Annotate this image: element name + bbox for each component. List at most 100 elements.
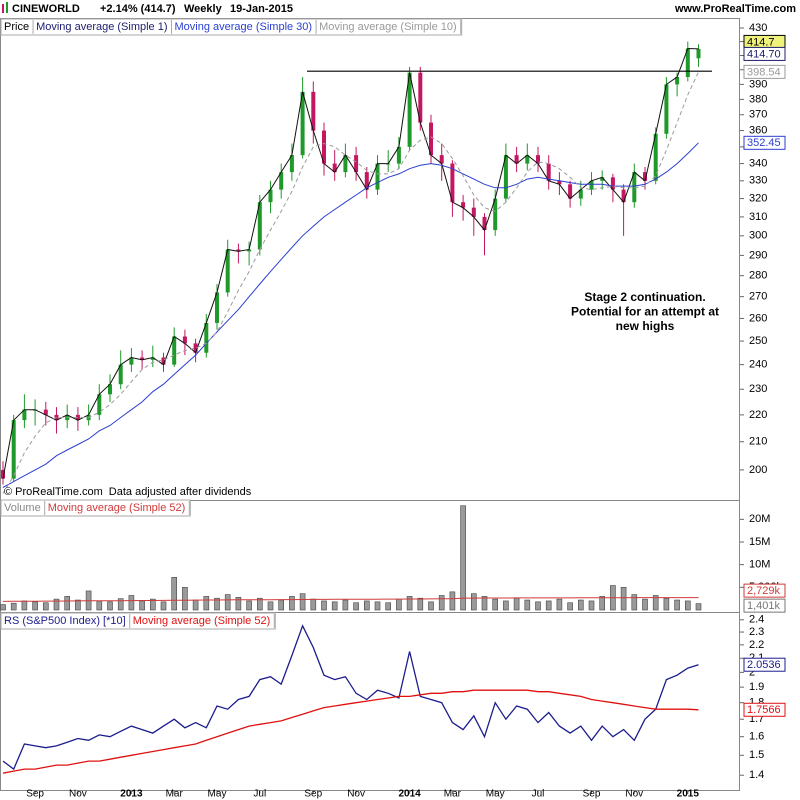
candle-body bbox=[364, 172, 369, 190]
series-line bbox=[2, 142, 699, 488]
volume-bar bbox=[428, 601, 434, 611]
volume-bar bbox=[182, 587, 188, 611]
legend-item: Moving average (Simple 1) bbox=[36, 21, 167, 33]
candle-body bbox=[471, 207, 476, 217]
candle-body bbox=[193, 343, 198, 353]
value-tag-label: 2.0536 bbox=[747, 659, 781, 671]
candle-body bbox=[289, 155, 294, 173]
candle-body bbox=[140, 357, 145, 360]
candle-body bbox=[161, 357, 166, 365]
candle-body bbox=[236, 249, 241, 252]
candle-body bbox=[685, 48, 690, 78]
value-tag-label: 352.45 bbox=[747, 137, 781, 149]
volume-bar bbox=[460, 505, 466, 611]
value-tag bbox=[743, 46, 786, 61]
candle-body bbox=[279, 172, 284, 190]
period: Weekly bbox=[184, 3, 223, 15]
value-tag-label: 414.70 bbox=[747, 48, 781, 60]
volume-bar bbox=[42, 602, 49, 611]
volume-bar bbox=[160, 601, 167, 611]
volume-bar bbox=[652, 595, 659, 611]
volume-bar bbox=[631, 594, 638, 611]
legend-item: Volume bbox=[4, 502, 41, 514]
volume-bar bbox=[246, 600, 252, 611]
volume-bar bbox=[556, 598, 563, 611]
footer-note: © ProRealTime.com bbox=[4, 486, 103, 498]
legend-item: Moving average (Simple 52) bbox=[133, 615, 271, 627]
candle-body bbox=[322, 130, 326, 164]
candle-body bbox=[268, 189, 273, 203]
x-tick-label: Mar bbox=[444, 789, 462, 800]
legend-item: Moving average (Simple 30) bbox=[175, 21, 313, 33]
value-tag-label: 2,729k bbox=[747, 585, 781, 597]
plot-area bbox=[0, 505, 702, 611]
plot-area bbox=[1, 41, 712, 494]
volume-bar bbox=[224, 594, 231, 611]
annotation: Stage 2 continuation. bbox=[584, 290, 705, 304]
legend: Price Moving average (Simple 1) Moving ave… bbox=[0, 18, 463, 36]
y-tick-label: 2.2 bbox=[749, 639, 764, 651]
candle-body bbox=[643, 172, 647, 181]
candle-body bbox=[536, 155, 540, 164]
y-tick-label: 270 bbox=[749, 291, 767, 303]
y-tick-label: 390 bbox=[749, 78, 767, 90]
volume-bar bbox=[684, 600, 691, 611]
y-tick-label: 310 bbox=[749, 211, 767, 223]
value-tag bbox=[743, 598, 786, 613]
volume-bar bbox=[363, 600, 370, 611]
x-tick-label: Sep bbox=[583, 789, 601, 800]
y-tick-label: 2.4 bbox=[749, 614, 764, 626]
x-tick-label: 2014 bbox=[398, 789, 421, 800]
y-tick-label: 280 bbox=[749, 270, 767, 282]
candle-body bbox=[675, 77, 680, 85]
candle-body bbox=[418, 72, 423, 123]
volume-bar bbox=[128, 595, 135, 611]
candle-body bbox=[118, 364, 123, 385]
volume-bar bbox=[642, 598, 648, 611]
volume-bar bbox=[0, 604, 6, 611]
y-tick-label: 20M bbox=[749, 513, 770, 525]
candle-body bbox=[75, 414, 80, 421]
candle-body bbox=[204, 322, 209, 353]
value-tag bbox=[743, 702, 786, 717]
x-tick-label: Nov bbox=[69, 789, 87, 800]
candle-body bbox=[396, 146, 401, 164]
volume-bar bbox=[331, 601, 338, 611]
annotation: new highs bbox=[616, 319, 675, 333]
volume-bar bbox=[674, 599, 680, 611]
candle-body bbox=[108, 384, 112, 395]
candle-body bbox=[557, 180, 562, 185]
value-tag bbox=[743, 64, 786, 79]
y-tick-label: 430 bbox=[749, 22, 767, 34]
candle-body bbox=[300, 91, 305, 156]
app-icon bbox=[2, 2, 8, 13]
candle-body bbox=[129, 357, 134, 365]
footer-note: Data adjusted after dividends bbox=[109, 486, 252, 498]
candle-body bbox=[482, 216, 487, 231]
legend: RS (S&P500 Index) [*10] Moving average (S… bbox=[0, 612, 276, 630]
candle-body bbox=[696, 48, 701, 59]
x-tick-label: Mar bbox=[166, 789, 184, 800]
x-tick-label: Sep bbox=[304, 789, 322, 800]
candle-body bbox=[568, 184, 573, 199]
volume-bar bbox=[663, 597, 670, 611]
candle-body bbox=[11, 420, 16, 479]
y-tick-label: 200 bbox=[749, 464, 767, 476]
legend: Volume Moving average (Simple 52) bbox=[0, 499, 191, 517]
volume-bar bbox=[310, 598, 317, 611]
y-tick-label: 10M bbox=[749, 559, 770, 571]
x-tick-label: Jul bbox=[253, 789, 266, 800]
legend-item: RS (S&P500 Index) [*10] bbox=[4, 615, 126, 627]
volume-bar bbox=[545, 600, 552, 611]
site: www.ProRealTime.com bbox=[674, 3, 796, 15]
legend-background bbox=[0, 18, 463, 36]
volume-bar bbox=[577, 599, 584, 611]
volume-bar bbox=[10, 602, 17, 611]
candle-body bbox=[514, 155, 519, 164]
volume-bar bbox=[695, 603, 702, 611]
y-tick-label: 210 bbox=[749, 436, 767, 448]
y-tick-label: 300 bbox=[749, 230, 767, 242]
candle-body bbox=[589, 180, 594, 190]
